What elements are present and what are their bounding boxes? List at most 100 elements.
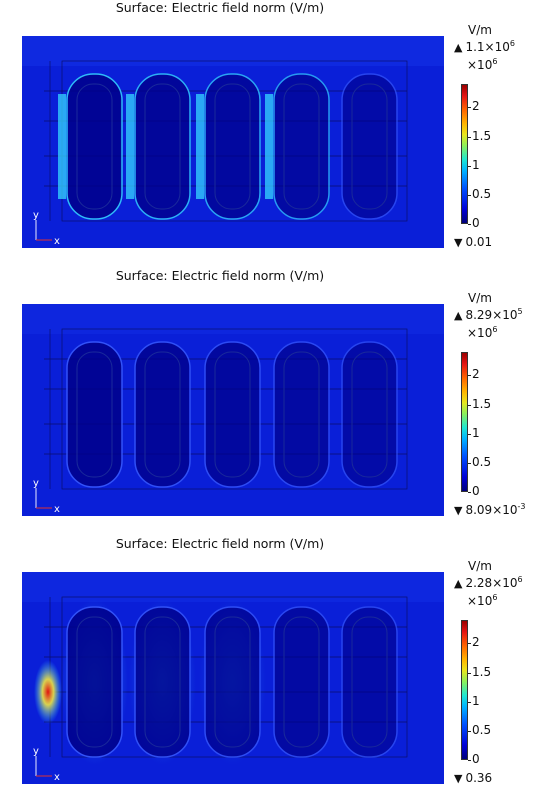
gap-field-1 (58, 94, 66, 199)
triangle-up-icon: ▲ (454, 577, 463, 590)
colorbar-unit: V/m (468, 23, 492, 37)
colorbar-tick-label: 0 (472, 752, 480, 766)
colorbar-tick-label: 1 (472, 157, 480, 172)
axis-triad: yx (33, 746, 60, 783)
colorbar-tick-mark (468, 107, 471, 109)
triangle-up-icon: ▲ (454, 41, 463, 54)
colorbar-tick-mark (468, 672, 471, 674)
colorbar-min-exp: -3 (517, 502, 526, 511)
colorbar-tick-mark (468, 224, 471, 225)
colorbar-multiplier-base: ×10 (467, 58, 493, 72)
electrode-2 (134, 73, 191, 220)
electrode-1 (66, 606, 123, 758)
axis-label-y: y (33, 478, 39, 489)
colorbar-tick-label: 2 (472, 367, 480, 382)
electrode-inner-outline (214, 83, 251, 210)
colorbar-multiplier-exp: 6 (492, 325, 498, 334)
plot-title: Surface: Electric field norm (V/m) (115, 536, 325, 551)
electrode-inner-outline (351, 83, 388, 210)
electrode-5 (341, 606, 398, 758)
triangle-down-icon: ▼ (454, 772, 463, 785)
colorbar-tick-label: 1.5 (472, 664, 492, 679)
electrode-inner-outline (283, 351, 320, 478)
colorbar-multiplier: ×106 (467, 57, 498, 73)
electrode-inner-outline (76, 83, 113, 210)
colorbar-tick-mark (468, 194, 471, 196)
colorbar-multiplier: ×106 (467, 325, 498, 341)
colorbar-tick-label: 1 (472, 425, 480, 440)
colorbar (461, 620, 468, 760)
colorbar-multiplier: ×106 (467, 593, 498, 609)
gap-field-4 (265, 94, 273, 199)
colorbar-tick-mark (468, 643, 471, 645)
axis-triad: yx (33, 210, 60, 247)
colorbar-tick-mark (468, 136, 471, 138)
colorbar-tick-mark (468, 462, 471, 464)
colorbar-max-exp: 5 (517, 307, 523, 316)
electrode-inner-outline (351, 351, 388, 478)
colorbar-multiplier-exp: 6 (492, 57, 498, 66)
field-hotspot (34, 660, 62, 724)
colorbar-tick-label: 2 (472, 99, 480, 114)
colorbar-max-base: 1.1×10 (465, 40, 510, 54)
electrode-inner-outline (214, 616, 251, 748)
colorbar-max-exp: 6 (517, 575, 523, 584)
colorbar-max-base: 8.29×10 (465, 308, 518, 322)
colorbar-tick-mark (468, 760, 471, 761)
electrode-1 (66, 341, 123, 488)
electrode-inner-outline (144, 351, 181, 478)
surface-plot-canvas: yx (22, 304, 444, 516)
electrode-3 (204, 341, 261, 488)
colorbar (461, 84, 468, 224)
field-band (22, 304, 444, 334)
colorbar-tick-mark (468, 730, 471, 732)
electrode-3 (204, 606, 261, 758)
colorbar-multiplier-base: ×10 (467, 326, 493, 340)
electrode-4 (273, 341, 330, 488)
colorbar-min: ▼ 0.01 (454, 235, 492, 249)
axis-label-y: y (33, 746, 39, 757)
electrode-2 (134, 341, 191, 488)
gap-field-2 (126, 94, 134, 199)
surface-plot-canvas: yx (22, 36, 444, 248)
plot-title: Surface: Electric field norm (V/m) (115, 268, 325, 283)
colorbar-tick-label: 1.5 (472, 396, 492, 411)
triangle-down-icon: ▼ (454, 236, 463, 249)
colorbar-min: ▼ 0.36 (454, 771, 492, 785)
axis-label-x: x (54, 504, 60, 515)
electrode-inner-outline (283, 83, 320, 210)
triangle-up-icon: ▲ (454, 309, 463, 322)
colorbar-tick-label: 0.5 (472, 186, 492, 201)
colorbar-tick-label: 0.5 (472, 454, 492, 469)
triangle-down-icon: ▼ (454, 504, 463, 517)
colorbar-tick-label: 2 (472, 635, 480, 650)
electrode-inner-outline (214, 351, 251, 478)
plot-title: Surface: Electric field norm (V/m) (115, 0, 325, 15)
colorbar-tick-mark (468, 375, 471, 377)
colorbar-multiplier-base: ×10 (467, 594, 493, 608)
electrode-5 (341, 341, 398, 488)
electrode-inner-outline (144, 83, 181, 210)
axis-label-y: y (33, 210, 39, 221)
colorbar-max: ▲ 8.29×105 (454, 307, 523, 323)
colorbar-unit: V/m (468, 559, 492, 573)
colorbar-multiplier-exp: 6 (492, 593, 498, 602)
electrode-5 (341, 73, 398, 220)
electrode-2 (134, 606, 191, 758)
electrode-inner-outline (283, 616, 320, 748)
axis-triad: yx (33, 478, 60, 515)
colorbar-min: ▼ 8.09×10-3 (454, 502, 526, 518)
colorbar-min-value: 0.01 (465, 235, 493, 249)
electrode-4 (273, 73, 330, 220)
colorbar-tick-mark (468, 404, 471, 406)
colorbar-tick-mark (468, 701, 471, 703)
surface-plot-canvas: yx (22, 572, 444, 784)
colorbar-max-exp: 6 (509, 39, 515, 48)
gap-field-3 (196, 94, 204, 199)
